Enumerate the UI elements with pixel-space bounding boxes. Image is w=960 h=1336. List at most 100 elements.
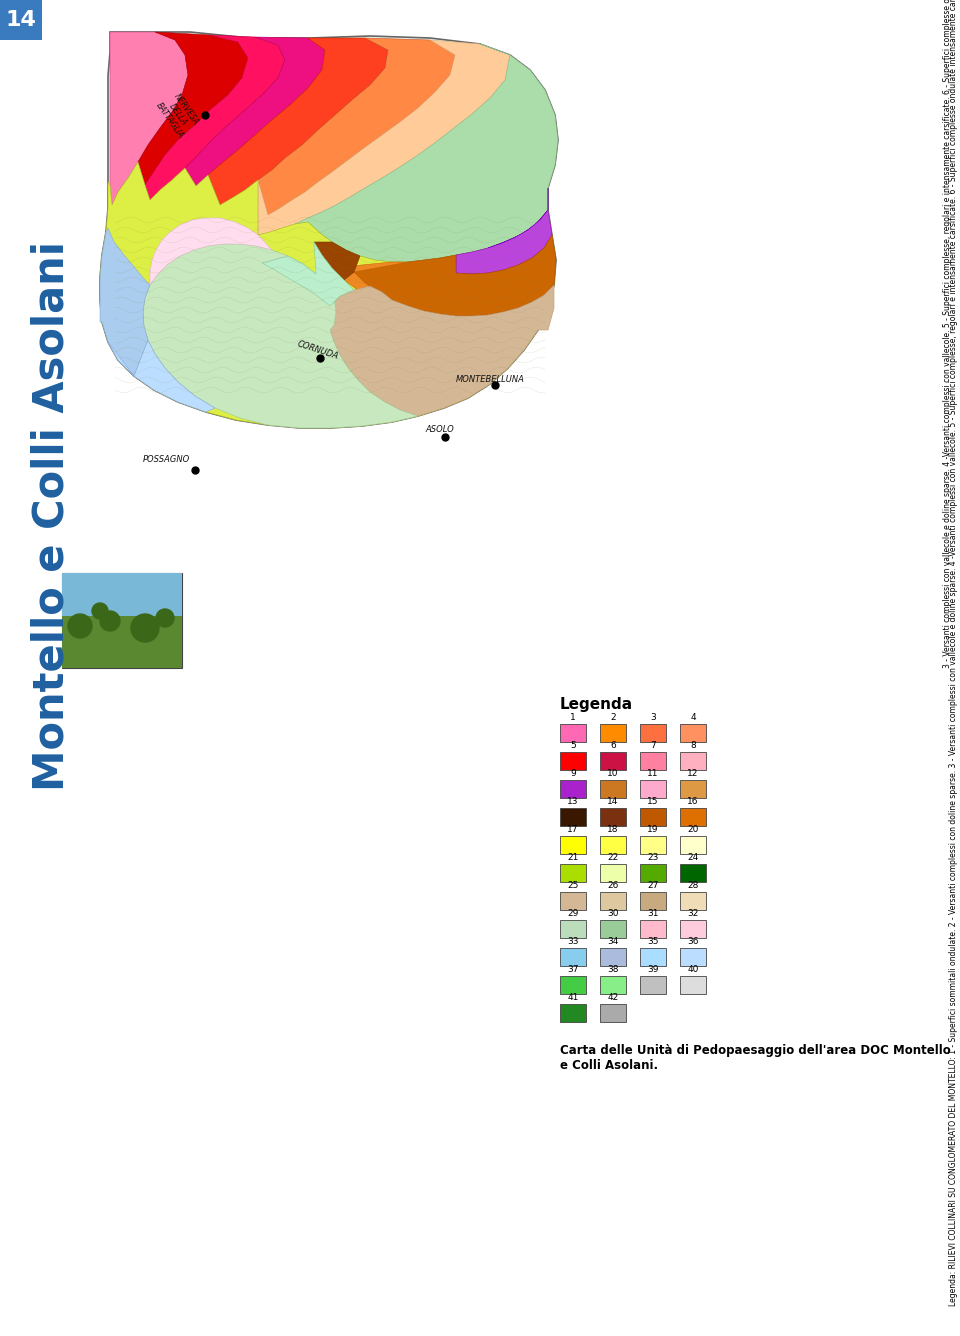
Text: 32: 32: [687, 908, 699, 918]
Polygon shape: [456, 210, 552, 274]
Text: 31: 31: [647, 908, 659, 918]
Bar: [600, 864, 626, 882]
Bar: [680, 977, 706, 994]
Text: 42: 42: [608, 993, 618, 1002]
Text: 18: 18: [608, 826, 619, 834]
Bar: [680, 724, 706, 741]
Polygon shape: [258, 37, 455, 215]
Bar: [600, 724, 626, 741]
Bar: [680, 921, 706, 938]
Text: MONTEBELLUNA: MONTEBELLUNA: [456, 375, 524, 385]
Polygon shape: [100, 32, 558, 428]
Bar: [560, 977, 586, 994]
Text: 37: 37: [567, 965, 579, 974]
Text: 27: 27: [647, 880, 659, 890]
Polygon shape: [138, 32, 248, 184]
Bar: [640, 780, 666, 798]
Text: 13: 13: [567, 798, 579, 806]
Polygon shape: [143, 244, 418, 428]
Bar: [640, 752, 666, 770]
Bar: [560, 724, 586, 741]
Text: 33: 33: [567, 937, 579, 946]
Text: 21: 21: [567, 852, 579, 862]
Bar: [640, 724, 666, 741]
Text: 26: 26: [608, 880, 618, 890]
Bar: [600, 836, 626, 854]
Bar: [680, 864, 706, 882]
Text: 14: 14: [608, 798, 618, 806]
Bar: [640, 808, 666, 826]
Bar: [640, 949, 666, 966]
Text: CORNUDA: CORNUDA: [297, 339, 340, 361]
Polygon shape: [262, 242, 354, 306]
Bar: [62, 616, 182, 668]
Circle shape: [131, 615, 159, 643]
Bar: [560, 892, 586, 910]
Text: 12: 12: [687, 770, 699, 778]
Text: ASOLO: ASOLO: [425, 425, 454, 434]
Bar: [640, 864, 666, 882]
Text: Montello e Colli Asolani: Montello e Colli Asolani: [31, 240, 73, 791]
Bar: [600, 1003, 626, 1022]
Polygon shape: [145, 35, 285, 200]
Polygon shape: [488, 188, 548, 248]
Bar: [600, 780, 626, 798]
Bar: [600, 808, 626, 826]
Bar: [640, 836, 666, 854]
Bar: [600, 949, 626, 966]
Polygon shape: [100, 162, 556, 428]
Polygon shape: [314, 242, 360, 281]
Polygon shape: [258, 40, 510, 235]
Text: 40: 40: [687, 965, 699, 974]
Bar: [680, 892, 706, 910]
Text: 41: 41: [567, 993, 579, 1002]
Polygon shape: [295, 44, 558, 262]
Polygon shape: [328, 285, 554, 415]
Text: 6: 6: [611, 741, 616, 749]
Text: 3 - Versanti complessi con vallecole e doline sparse. 4 -Versanti complessi con : 3 - Versanti complessi con vallecole e d…: [943, 0, 952, 668]
Text: 10: 10: [608, 770, 619, 778]
Text: 16: 16: [687, 798, 699, 806]
Polygon shape: [354, 235, 556, 317]
Text: 24: 24: [687, 852, 699, 862]
Text: 15: 15: [647, 798, 659, 806]
Polygon shape: [208, 37, 388, 204]
Bar: [62, 573, 182, 616]
Text: 35: 35: [647, 937, 659, 946]
Polygon shape: [150, 218, 272, 285]
Text: NERVESA
DELLA
BATTAGLIA: NERVESA DELLA BATTAGLIA: [154, 90, 202, 140]
Bar: [62, 573, 182, 668]
Bar: [560, 752, 586, 770]
Polygon shape: [332, 262, 408, 301]
Text: 4: 4: [690, 713, 696, 721]
Polygon shape: [185, 37, 325, 186]
Text: 23: 23: [647, 852, 659, 862]
Bar: [640, 892, 666, 910]
Bar: [640, 977, 666, 994]
Circle shape: [100, 611, 120, 631]
Circle shape: [68, 615, 92, 639]
Text: 1: 1: [570, 713, 576, 721]
Text: 28: 28: [687, 880, 699, 890]
Text: 5: 5: [570, 741, 576, 749]
Text: 39: 39: [647, 965, 659, 974]
Polygon shape: [108, 339, 215, 411]
Bar: [600, 977, 626, 994]
Text: 11: 11: [647, 770, 659, 778]
Text: 20: 20: [687, 826, 699, 834]
Bar: [600, 752, 626, 770]
Bar: [680, 949, 706, 966]
Text: POSSAGNO: POSSAGNO: [143, 456, 190, 465]
Polygon shape: [110, 32, 188, 204]
Text: 22: 22: [608, 852, 618, 862]
Bar: [560, 1003, 586, 1022]
Text: 8: 8: [690, 741, 696, 749]
Bar: [640, 921, 666, 938]
Bar: [680, 808, 706, 826]
Text: 30: 30: [608, 908, 619, 918]
Text: 7: 7: [650, 741, 656, 749]
Polygon shape: [100, 228, 150, 375]
Text: 19: 19: [647, 826, 659, 834]
Bar: [600, 921, 626, 938]
Text: 38: 38: [608, 965, 619, 974]
